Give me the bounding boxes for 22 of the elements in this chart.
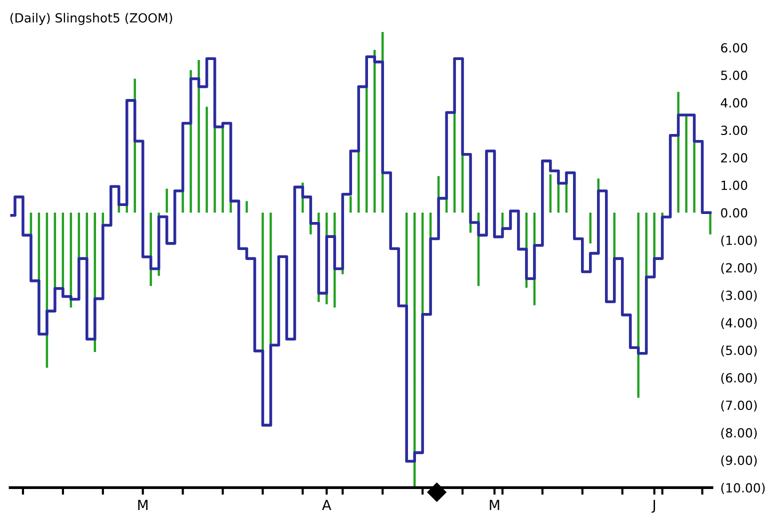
y-tick-label: (10.00) [721,482,765,494]
y-tick-label: (9.00) [721,455,757,467]
y-tick-label: 0.00 [721,208,748,218]
x-tick-label: M [138,500,148,510]
y-tick-label: (2.00) [721,262,757,274]
y-tick-label: 5.00 [721,70,748,80]
x-tick-label: M [490,500,500,510]
y-tick-label: (4.00) [721,318,757,330]
y-tick-label: (5.00) [721,345,757,357]
y-tick-label: 3.00 [721,126,748,136]
y-tick-label: 1.00 [722,180,748,190]
y-tick-label: (6.00) [721,372,757,384]
chart-title: (Daily) Slingshot5 (ZOOM) [10,12,172,25]
y-tick-label: 6.00 [721,43,748,53]
y-tick-label: (1.00) [721,235,757,247]
y-tick-label: (3.00) [721,290,757,302]
y-tick-label: (7.00) [721,400,757,412]
y-tick-label: (8.00) [721,428,757,440]
y-tick-label: 4.00 [720,98,748,108]
x-tick-label: A [322,500,332,510]
x-tick-label: J [652,500,656,513]
y-tick-label: 2.00 [721,153,748,163]
